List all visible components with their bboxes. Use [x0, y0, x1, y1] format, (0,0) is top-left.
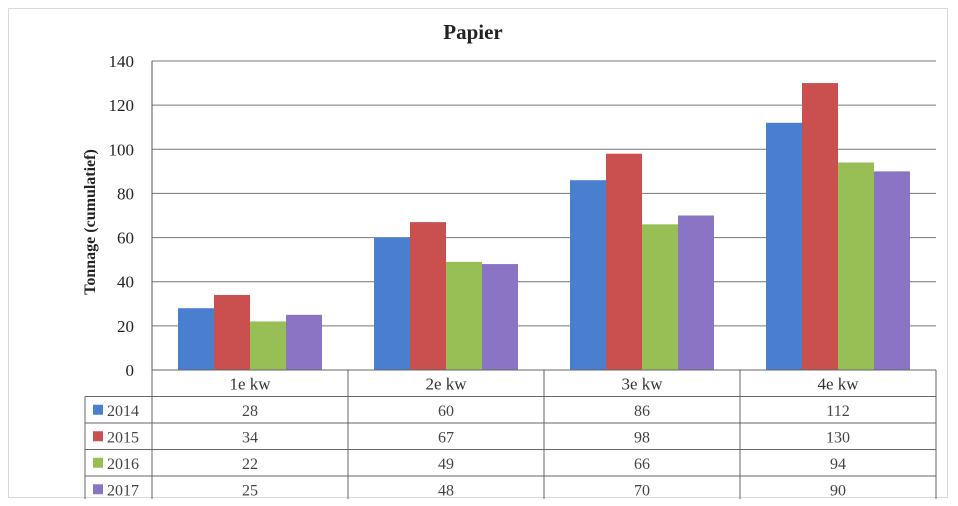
data-cell: 25 — [242, 482, 258, 499]
data-cell: 60 — [438, 403, 454, 420]
data-table: 1e kw 2e kw 3e kw 4e kw 2014 28 60 86 112 2015 34 6… — [84, 369, 937, 499]
bar-2014-2 — [374, 237, 410, 370]
data-cell: 130 — [826, 429, 850, 446]
legend-swatch-2017 — [93, 484, 103, 495]
y-axis-label: Tonnage (cumulatief) — [82, 149, 99, 295]
y-tick-label: 60 — [117, 229, 134, 248]
chart-svg: Papier Tonnage (cumulatief) 0 20 40 60 80 100… — [82, 20, 937, 499]
data-cell: 94 — [830, 456, 846, 473]
data-cell: 28 — [242, 403, 258, 420]
bar-2014-1 — [178, 308, 214, 370]
series-label: 2014 — [107, 403, 139, 420]
bar-2017-3 — [678, 215, 714, 370]
series-label: 2016 — [107, 456, 139, 473]
data-cell: 67 — [438, 429, 454, 446]
bar-2015-4 — [802, 83, 838, 371]
bar-2016-3 — [642, 224, 678, 370]
data-cell: 90 — [830, 482, 846, 499]
data-cell: 112 — [826, 403, 849, 420]
legend-swatch-2016 — [93, 457, 103, 468]
data-cell: 66 — [634, 456, 650, 473]
bar-2015-2 — [410, 222, 446, 370]
legend-swatch-2014 — [93, 404, 103, 415]
chart-title: Papier — [443, 20, 502, 44]
bar-2017-1 — [286, 314, 322, 370]
bars — [178, 83, 910, 371]
bar-2014-4 — [766, 122, 802, 370]
bar-2017-2 — [482, 264, 518, 370]
bar-2014-3 — [570, 180, 606, 370]
data-cell: 22 — [242, 456, 258, 473]
bar-2016-4 — [838, 162, 874, 370]
y-tick-label: 0 — [126, 361, 135, 380]
data-cell: 70 — [634, 482, 650, 499]
y-tick-label: 20 — [117, 317, 134, 336]
y-tick-label: 120 — [109, 96, 135, 115]
data-cell: 48 — [438, 482, 454, 499]
series-label: 2017 — [107, 482, 139, 499]
bar-2015-3 — [606, 153, 642, 370]
data-cell: 49 — [438, 456, 454, 473]
data-cell: 86 — [634, 403, 650, 420]
data-cell: 98 — [634, 429, 650, 446]
y-tick-label: 100 — [109, 140, 135, 159]
bar-2015-1 — [214, 294, 250, 370]
x-category-label: 2e kw — [425, 375, 467, 394]
y-tick-label: 140 — [109, 52, 135, 71]
x-category-label: 3e kw — [621, 375, 663, 394]
y-tick-label: 40 — [117, 273, 134, 292]
bar-2017-4 — [874, 171, 910, 370]
bar-2016-2 — [446, 261, 482, 370]
x-category-label: 4e kw — [817, 375, 859, 394]
bar-2016-1 — [250, 321, 286, 370]
data-cell: 34 — [242, 429, 258, 446]
y-tick-labels: 0 20 40 60 80 100 120 140 — [109, 52, 135, 380]
y-tick-label: 80 — [117, 184, 134, 203]
chart-frame: Papier Tonnage (cumulatief) 0 20 40 60 80 100… — [8, 8, 948, 499]
x-category-label: 1e kw — [229, 375, 271, 394]
series-label: 2015 — [107, 429, 139, 446]
legend-swatch-2015 — [93, 431, 103, 442]
